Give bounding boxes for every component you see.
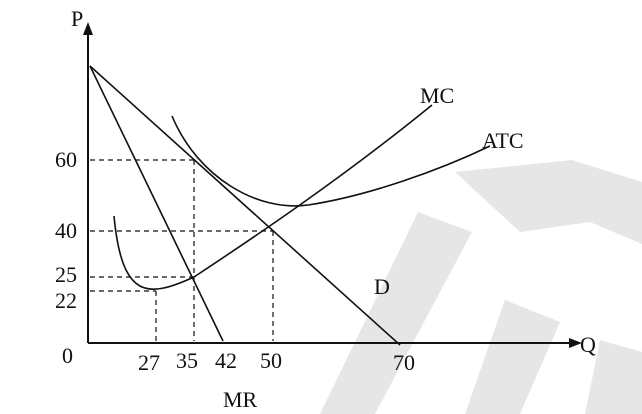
mc-curve [113, 104, 433, 290]
curves [89, 65, 491, 346]
demand-curve [89, 65, 401, 346]
x-tick-label: 35 [176, 348, 198, 373]
watermark [320, 160, 642, 414]
x-axis-label: Q [580, 332, 596, 357]
guide-lines [90, 159, 274, 341]
y-tick-label: 60 [55, 147, 77, 172]
x-tick-label: 42 [215, 348, 237, 373]
origin-label: 0 [62, 343, 73, 368]
y-axis-arrow [83, 22, 93, 35]
x-axis-arrow [569, 338, 582, 348]
atc-label: ATC [482, 128, 524, 153]
axes [83, 22, 582, 348]
mc-label: MC [420, 83, 454, 108]
y-tick-label: 40 [55, 218, 77, 243]
y-tick-label: 25 [55, 262, 77, 287]
labels: P Q 0 60 40 25 22 27 35 42 50 70 MC ATC … [55, 6, 596, 412]
x-tick-label: 27 [138, 350, 160, 375]
atc-curve [171, 115, 491, 207]
mr-label: MR [223, 387, 258, 412]
demand-label: D [374, 274, 390, 299]
y-axis-label: P [71, 6, 83, 31]
x-tick-label: 50 [260, 348, 282, 373]
x-tick-label: 70 [393, 350, 415, 375]
mr-curve [89, 65, 224, 342]
y-tick-label: 22 [55, 288, 77, 313]
